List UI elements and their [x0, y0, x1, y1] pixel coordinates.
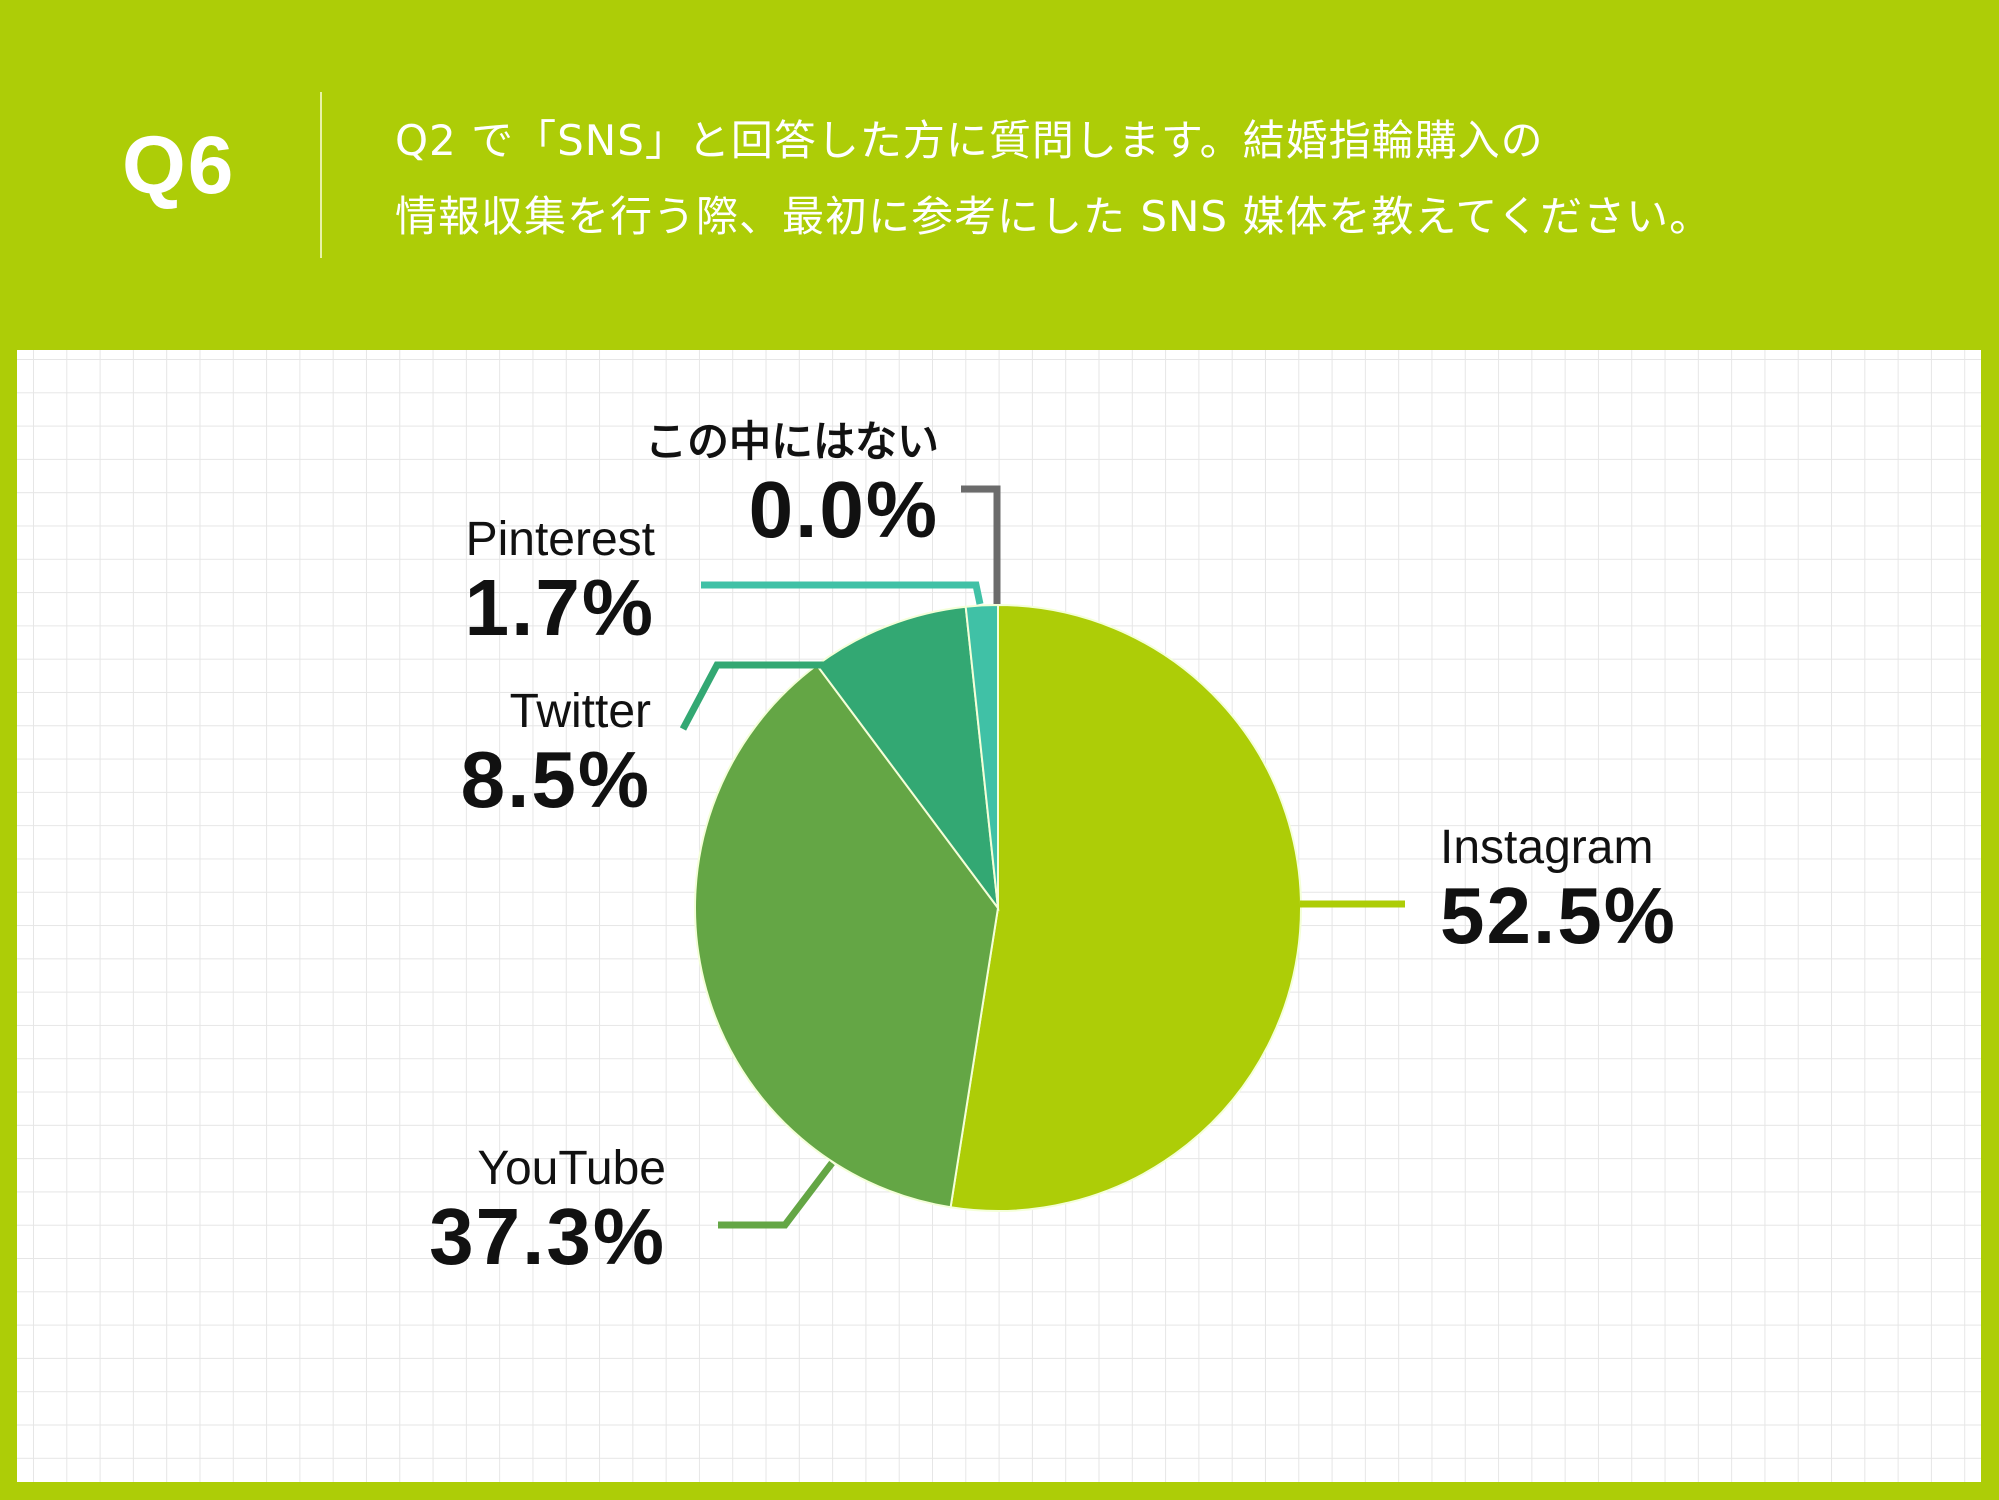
label-twitter-pct: 8.5%	[460, 735, 651, 824]
leader-line-pinterest	[701, 581, 984, 605]
label-none: この中にはない 0.0%	[645, 416, 939, 552]
label-instagram-name: Instagram	[1440, 821, 1654, 874]
leader-line-youtube	[718, 1160, 835, 1229]
question-number: Q6	[122, 120, 236, 211]
leader-line-twitter	[679, 661, 830, 731]
pie-slice-instagram	[949, 603, 1302, 1212]
question-line-2: 情報収集を行う際、最初に参考にした SNS 媒体を教えてください。	[395, 192, 1713, 241]
label-pinterest: Pinterest 1.7%	[465, 514, 655, 650]
label-instagram: Instagram 52.5%	[1440, 822, 1677, 958]
pie-slice-pinterest	[964, 603, 999, 909]
label-twitter-name: Twitter	[509, 685, 651, 738]
label-none-pct: 0.0%	[748, 465, 939, 554]
pie-slice-twitter	[815, 605, 1000, 912]
pie-slice-youtube	[694, 663, 1000, 1209]
label-youtube: YouTube 37.3%	[429, 1143, 666, 1279]
question-line-1: Q2 で「SNS」と回答した方に質問します。結婚指輪購入の	[395, 116, 1544, 165]
pie-slices	[694, 603, 1302, 1212]
header-divider	[320, 92, 322, 258]
leader-line-none	[961, 485, 1001, 604]
label-twitter: Twitter 8.5%	[461, 686, 651, 822]
label-none-name: この中にはない	[644, 417, 939, 466]
label-youtube-pct: 37.3%	[429, 1192, 666, 1281]
label-pinterest-name: Pinterest	[465, 513, 655, 566]
question-text: Q2 で「SNS」と回答した方に質問します。結婚指輪購入の 情報収集を行う際、最…	[395, 103, 1712, 255]
question-header: Q6 Q2 で「SNS」と回答した方に質問します。結婚指輪購入の 情報収集を行う…	[0, 0, 1999, 350]
label-instagram-pct: 52.5%	[1440, 871, 1677, 960]
label-youtube-name: YouTube	[477, 1142, 666, 1195]
label-pinterest-pct: 1.7%	[464, 563, 655, 652]
